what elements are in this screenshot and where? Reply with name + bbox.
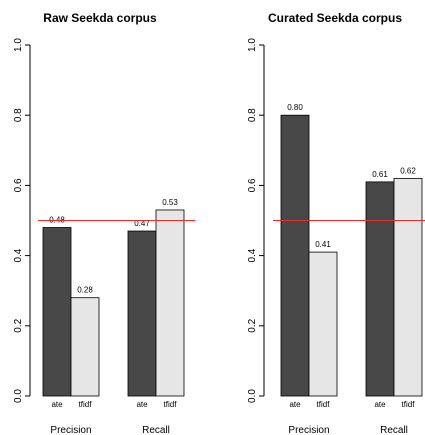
value-label: 0.41 [315, 240, 331, 249]
bar-tfidf-recall [155, 209, 185, 397]
category-label: Recall [142, 425, 170, 435]
y-tick-label: 1.0 [13, 38, 24, 52]
value-label: 0.80 [287, 103, 303, 112]
bar-label: tfidf [164, 400, 178, 409]
bar-tfidf-precision [308, 251, 338, 397]
y-tick-label: 0.2 [247, 318, 258, 332]
bar-label: ate [136, 400, 148, 409]
category-label: Precision [288, 425, 329, 435]
y-tick-label: 0.0 [13, 389, 24, 403]
value-label: 0.61 [372, 170, 388, 179]
y-tick-label: 0.4 [247, 248, 258, 262]
bar-ate-recall [365, 181, 395, 397]
y-tick-label: 0.8 [13, 108, 24, 122]
panel-title: Raw Seekda corpus [43, 11, 157, 25]
bar-ate-precision [280, 114, 310, 397]
bar-label: tfidf [317, 400, 331, 409]
panel-raw-seekda: Raw Seekda corpus0.00.20.40.60.81.00.48a… [13, 11, 195, 435]
y-tick-label: 0.2 [13, 318, 24, 332]
y-tick-label: 0.4 [13, 248, 24, 262]
bar-label: ate [374, 400, 386, 409]
y-tick-label: 0.8 [247, 108, 258, 122]
y-tick-label: 1.0 [247, 38, 258, 52]
bar-label: ate [289, 400, 301, 409]
bar-ate-precision [42, 227, 72, 397]
bar-label: ate [51, 400, 63, 409]
panel-title: Curated Seekda corpus [268, 11, 402, 25]
value-label: 0.28 [77, 286, 93, 295]
bar-label: tfidf [402, 400, 416, 409]
bar-tfidf-recall [393, 177, 423, 397]
bar-label: tfidf [79, 400, 93, 409]
bar-ate-recall [127, 230, 157, 397]
category-label: Recall [380, 425, 408, 435]
value-label: 0.62 [400, 166, 416, 175]
value-label: 0.53 [162, 198, 178, 207]
y-tick-label: 0.6 [247, 178, 258, 192]
value-label: 0.47 [134, 219, 150, 228]
bar-tfidf-precision [70, 297, 100, 397]
y-tick-label: 0.6 [13, 178, 24, 192]
panel-curated-seekda: Curated Seekda corpus 0.0 0.2 0.4 0.6 0.8 1.0 0… [247, 11, 425, 435]
y-tick-label: 0.0 [247, 389, 258, 403]
category-label: Precision [50, 425, 91, 435]
